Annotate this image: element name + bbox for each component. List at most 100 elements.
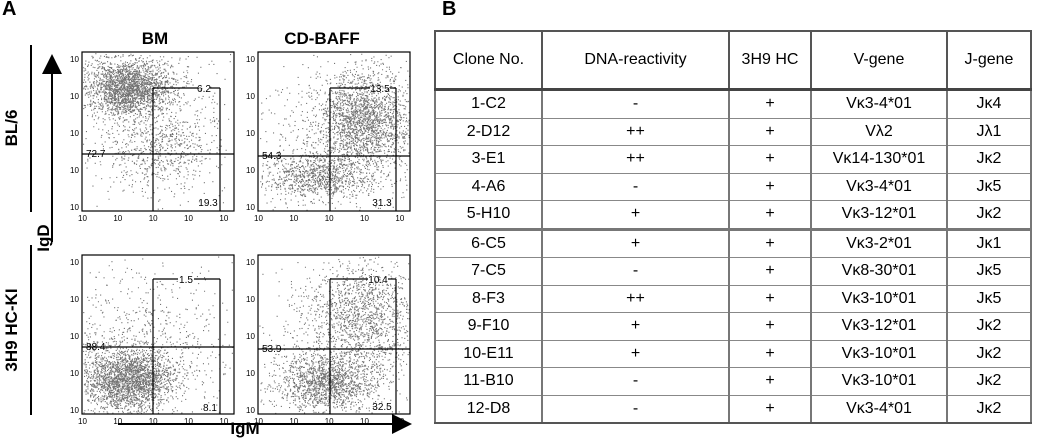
cell-3h9-hc: + bbox=[728, 395, 812, 424]
table-row: 2-D12 ++ + Vλ2 Jλ1 bbox=[434, 118, 1032, 146]
y-tick-label: 10 bbox=[246, 295, 255, 304]
igm-axis-label: IgM bbox=[230, 419, 259, 438]
y-tick-label: 10 bbox=[246, 258, 255, 267]
cell-clone-no: 8-F3 bbox=[434, 285, 543, 313]
table-row: 4-A6- + Vκ3-4*01 Jκ5 bbox=[434, 173, 1032, 201]
cell-clone-no: 11-B10 bbox=[434, 367, 543, 396]
y-tick-label: 10 bbox=[246, 369, 255, 378]
y-tick-label: 10 bbox=[70, 406, 79, 415]
y-tick-label: 10 bbox=[70, 166, 79, 175]
y-tick-label: 10 bbox=[70, 332, 79, 341]
y-tick-label: 10 bbox=[70, 55, 79, 64]
cell-j-gene: Jκ2 bbox=[946, 367, 1032, 396]
plot-3h9-bm: 1.5 88.4 8.1 10 10 10 10 10 10 10 10 10 10 bbox=[70, 254, 235, 426]
gate-left-value: 53.9 bbox=[262, 344, 282, 355]
cell-v-gene: Vκ3-2*01 bbox=[810, 227, 948, 258]
x-tick-label: 10 bbox=[254, 214, 263, 223]
cell-dna-reactivity: ++ bbox=[541, 118, 730, 146]
flow-cytometry-panel: A BM CD-BAFF BL/6 3H9 HC-KI IgD IgM bbox=[0, 0, 430, 439]
header-clone-no: Clone No. bbox=[434, 30, 543, 91]
cell-v-gene: Vκ3-10*01 bbox=[810, 367, 948, 396]
x-tick-label: 10 bbox=[78, 214, 87, 223]
x-tick-label: 10 bbox=[219, 214, 228, 223]
plot-frame bbox=[81, 51, 235, 212]
plot-3h9-bm-dots bbox=[83, 256, 233, 414]
gate-left-value: 72.7 bbox=[86, 149, 106, 160]
gate-right-value: 19.3 bbox=[198, 198, 218, 209]
cell-v-gene: Vλ2 bbox=[810, 118, 948, 146]
gate-top-value: 10.4 bbox=[368, 275, 388, 286]
cell-dna-reactivity: + bbox=[541, 200, 730, 230]
gate-right-value: 8.1 bbox=[203, 403, 217, 414]
plot-3h9-cdbaff: 10.4 53.9 32.5 10 10 10 10 10 10 10 10 10 10 bbox=[246, 254, 411, 426]
header-dna-reactivity: DNA-reactivity bbox=[541, 30, 730, 91]
cell-j-gene: Jλ1 bbox=[946, 118, 1032, 146]
y-tick-label: 10 bbox=[246, 92, 255, 101]
cell-3h9-hc: + bbox=[728, 340, 812, 368]
plot-frame bbox=[257, 51, 411, 212]
cell-dna-reactivity: - bbox=[541, 395, 730, 424]
cell-dna-reactivity: - bbox=[541, 367, 730, 396]
cell-j-gene: Jκ2 bbox=[946, 395, 1032, 424]
plot-frame bbox=[81, 254, 235, 415]
gate-top-value: 13.5 bbox=[370, 84, 390, 95]
cell-dna-reactivity: + bbox=[541, 312, 730, 341]
cell-clone-no: 10-E11 bbox=[434, 340, 543, 368]
table-body: 1-C2- + Vκ3-4*01 Jκ4 2-D12 ++ + Vλ2 Jλ1 3-E1 ++ + Vκ… bbox=[434, 88, 1032, 424]
x-tick-label: 10 bbox=[395, 214, 404, 223]
event-dots bbox=[259, 256, 410, 414]
cell-clone-no: 3-E1 bbox=[434, 145, 543, 174]
event-dots bbox=[83, 53, 232, 210]
y-tick-label: 10 bbox=[70, 129, 79, 138]
cell-j-gene: Jκ5 bbox=[946, 285, 1032, 313]
x-tick-label: 10 bbox=[325, 214, 334, 223]
x-tick-label: 10 bbox=[289, 417, 298, 426]
cell-dna-reactivity: - bbox=[541, 88, 730, 119]
cell-v-gene: Vκ14-130*01 bbox=[810, 145, 948, 174]
plot-3h9-cdbaff-dots bbox=[259, 256, 410, 414]
cell-v-gene: Vκ3-10*01 bbox=[810, 285, 948, 313]
y-tick-label: 10 bbox=[70, 369, 79, 378]
x-tick-label: 10 bbox=[149, 214, 158, 223]
gate-top-value: 1.5 bbox=[179, 275, 193, 286]
cell-j-gene: Jκ1 bbox=[946, 227, 1032, 258]
cell-3h9-hc: + bbox=[728, 200, 812, 230]
header-v-gene: V-gene bbox=[810, 30, 948, 91]
cell-3h9-hc: + bbox=[728, 118, 812, 146]
cell-clone-no: 7-C5 bbox=[434, 257, 543, 286]
cell-j-gene: Jκ2 bbox=[946, 340, 1032, 368]
y-tick-label: 10 bbox=[70, 295, 79, 304]
cell-dna-reactivity: + bbox=[541, 340, 730, 368]
cell-j-gene: Jκ2 bbox=[946, 312, 1032, 341]
y-tick-label: 10 bbox=[70, 203, 79, 212]
gate-left-value: 54.3 bbox=[262, 151, 282, 162]
x-tick-label: 10 bbox=[184, 417, 193, 426]
x-tick-label: 10 bbox=[289, 214, 298, 223]
plot-bl6-bm: 6.2 72.7 19.3 10 10 10 10 10 10 10 10 10 10 bbox=[70, 51, 235, 223]
table-row: 12-D8- + Vκ3-4*01 Jκ2 bbox=[434, 395, 1032, 424]
cell-3h9-hc: + bbox=[728, 88, 812, 119]
cell-v-gene: Vκ3-4*01 bbox=[810, 395, 948, 424]
col-label-cd-baff: CD-BAFF bbox=[284, 29, 360, 48]
cell-3h9-hc: + bbox=[728, 145, 812, 174]
table-row: 11-B10- + Vκ3-10*01 Jκ2 bbox=[434, 367, 1032, 396]
panel-b-letter: B bbox=[442, 0, 457, 20]
cell-v-gene: Vκ3-4*01 bbox=[810, 88, 948, 119]
cell-j-gene: Jκ4 bbox=[946, 88, 1032, 119]
y-tick-label: 10 bbox=[246, 166, 255, 175]
y-tick-label: 10 bbox=[246, 332, 255, 341]
cell-dna-reactivity: ++ bbox=[541, 285, 730, 313]
table-row: 8-F3 ++ + Vκ3-10*01 Jκ5 bbox=[434, 285, 1032, 313]
cell-j-gene: Jκ2 bbox=[946, 145, 1032, 174]
y-tick-label: 10 bbox=[70, 258, 79, 267]
x-tick-label: 10 bbox=[325, 417, 334, 426]
table-row: 1-C2- + Vκ3-4*01 Jκ4 bbox=[434, 88, 1032, 119]
cell-dna-reactivity: ++ bbox=[541, 145, 730, 174]
x-tick-label: 10 bbox=[149, 417, 158, 426]
flow-plots-svg: BM CD-BAFF BL/6 3H9 HC-KI IgD IgM 6.2 72… bbox=[2, 29, 412, 438]
plot-bl6-cdbaff-dots bbox=[260, 53, 411, 211]
cell-clone-no: 12-D8 bbox=[434, 395, 543, 424]
cell-j-gene: Jκ2 bbox=[946, 200, 1032, 230]
event-dots bbox=[83, 256, 233, 414]
clone-table: Clone No. DNA-reactivity 3H9 HC V-gene J… bbox=[434, 30, 1032, 424]
